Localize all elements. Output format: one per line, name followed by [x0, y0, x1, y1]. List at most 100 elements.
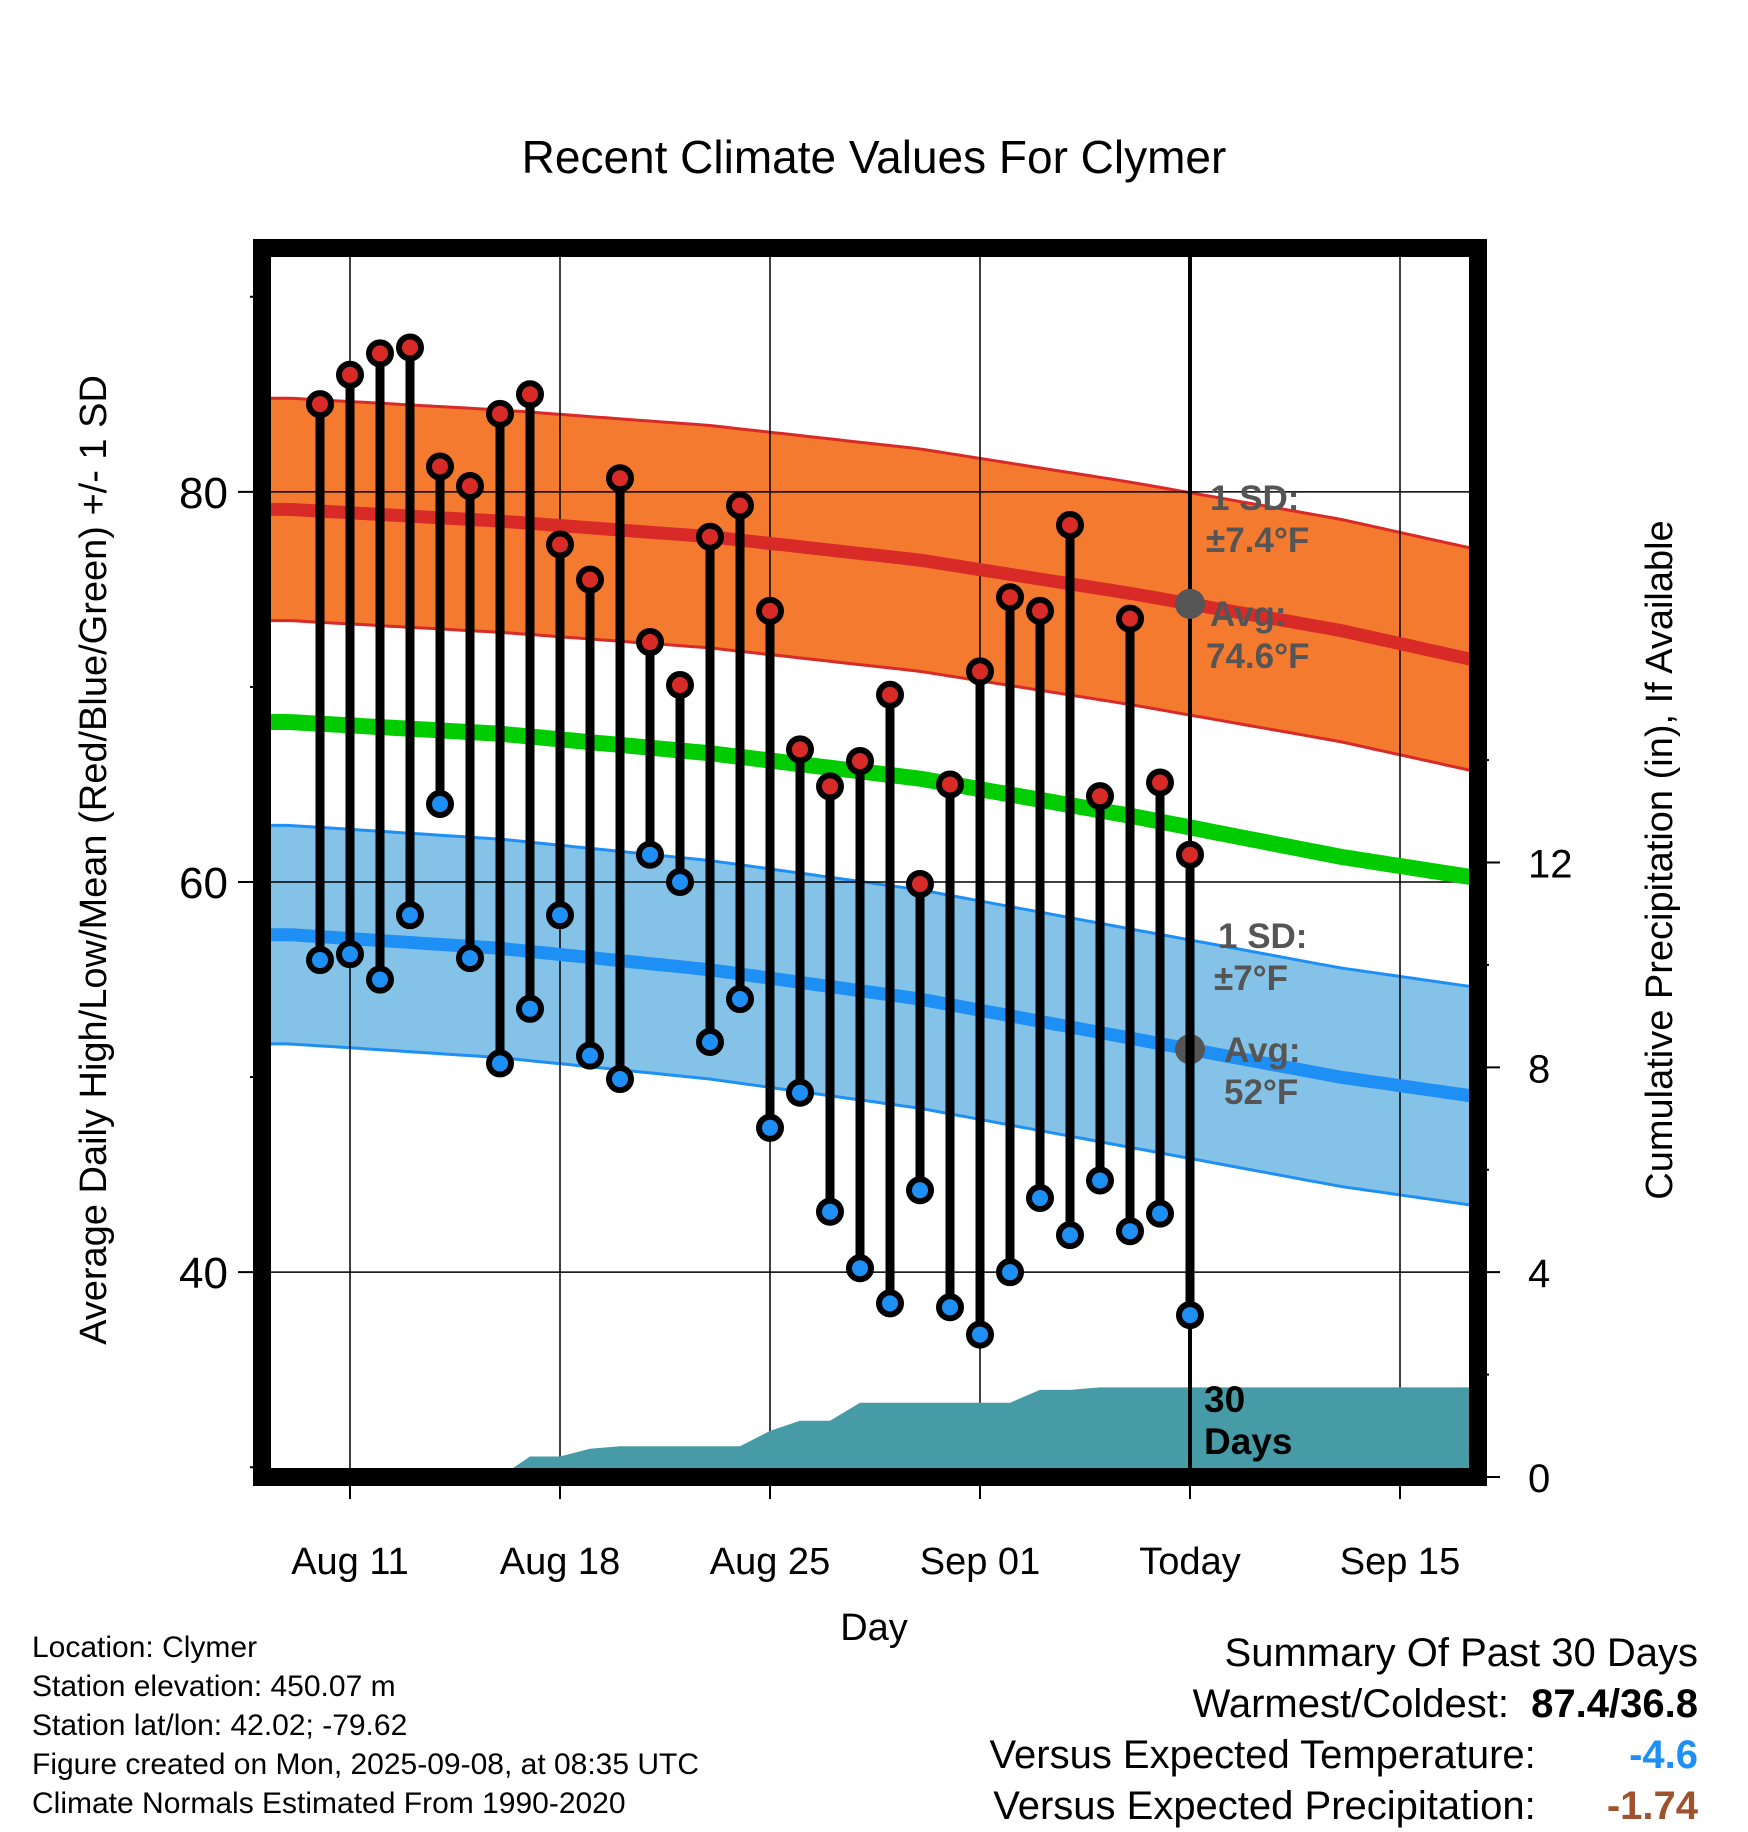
- daily-high-point: [666, 670, 694, 699]
- normals-text: Climate Normals Estimated From 1990-2020: [32, 1787, 626, 1820]
- daily-low-point: [1176, 1301, 1204, 1330]
- chart-title: Recent Climate Values For Clymer: [522, 131, 1227, 183]
- daily-low-point: [576, 1041, 604, 1070]
- x-axis-label: Day: [840, 1607, 908, 1649]
- daily-low-point: [366, 965, 394, 994]
- summary-panel: Summary Of Past 30 Days Warmest/Coldest:…: [990, 1628, 1698, 1832]
- daily-high-point: [576, 565, 604, 594]
- low-avg-value: 52°F: [1224, 1073, 1298, 1112]
- high-sd-upper-edge: [262, 396, 1478, 552]
- daily-low-point: [726, 985, 754, 1014]
- daily-low-point: [336, 940, 364, 969]
- x-tick-label: Aug 25: [710, 1541, 830, 1583]
- daily-low-point: [846, 1254, 874, 1283]
- daily-low-point: [606, 1065, 634, 1094]
- y2-tick-label: 12: [1528, 843, 1573, 887]
- precip-area: [262, 1387, 1478, 1477]
- daily-high-point: [816, 772, 844, 801]
- daily-high-point: [396, 333, 424, 362]
- daily-high-point: [486, 399, 514, 428]
- daily-high-point: [1086, 782, 1114, 811]
- days-label-number: 30: [1204, 1379, 1245, 1420]
- summary-temp-value: -4.6: [1629, 1733, 1698, 1777]
- daily-low-point: [786, 1078, 814, 1107]
- daily-high-point: [1176, 840, 1204, 869]
- daily-low-point: [456, 944, 484, 973]
- daily-high-point: [306, 390, 334, 419]
- x-tick-label: Today: [1139, 1541, 1240, 1583]
- daily-low-point: [636, 840, 664, 869]
- daily-low-point: [426, 789, 454, 818]
- daily-high-point: [366, 339, 394, 368]
- high-sd-value: ±7.4°F: [1206, 521, 1309, 560]
- daily-low-point: [1086, 1166, 1114, 1195]
- daily-high-point: [426, 452, 454, 481]
- daily-high-point: [846, 747, 874, 776]
- daily-low-point: [876, 1289, 904, 1318]
- y-tick-label: 60: [179, 859, 228, 908]
- summary-precip-value: -1.74: [1606, 1784, 1698, 1828]
- low-avg-label: Avg:: [1224, 1031, 1300, 1070]
- summary-temp-row: Versus Expected Temperature: -4.6: [990, 1730, 1698, 1781]
- summary-warm-value: 87.4/36.8: [1531, 1682, 1698, 1726]
- daily-high-point: [546, 530, 574, 559]
- high-avg-label: Avg:: [1210, 595, 1286, 634]
- station-info: Location: Clymer Station elevation: 450.…: [32, 1628, 699, 1823]
- daily-high-point: [636, 628, 664, 657]
- daily-low-point: [756, 1113, 784, 1142]
- low-sd-value: ±7°F: [1214, 959, 1288, 998]
- daily-high-point: [876, 680, 904, 709]
- summary-warm-row: Warmest/Coldest: 87.4/36.8: [990, 1679, 1698, 1730]
- daily-low-point: [816, 1197, 844, 1226]
- summary-warm-label: Warmest/Coldest:: [1192, 1682, 1509, 1726]
- daily-low-point: [1056, 1221, 1084, 1250]
- daily-low-point: [966, 1320, 994, 1349]
- x-tick-label: Aug 11: [291, 1541, 409, 1583]
- x-tick-label: Sep 01: [920, 1541, 1040, 1583]
- days-label-text: Days: [1204, 1421, 1292, 1462]
- daily-high-point: [1146, 768, 1174, 797]
- latlon-text: Station lat/lon: 42.02; -79.62: [32, 1709, 408, 1742]
- elevation-text: Station elevation: 450.07 m: [32, 1670, 396, 1703]
- high-avg-value: 74.6°F: [1206, 637, 1310, 676]
- y-tick-label: 40: [179, 1249, 228, 1298]
- daily-high-point: [696, 522, 724, 551]
- low-sd-upper-edge: [262, 823, 1478, 990]
- daily-low-point: [486, 1049, 514, 1078]
- daily-high-point: [966, 657, 994, 686]
- summary-precip-row: Versus Expected Precipitation: -1.74: [990, 1781, 1698, 1832]
- daily-high-point: [1026, 596, 1054, 625]
- daily-low-point: [1146, 1199, 1174, 1228]
- avg-high-line: [262, 502, 1478, 668]
- daily-high-point: [336, 360, 364, 389]
- today-high-marker: [1175, 588, 1205, 619]
- daily-high-point: [1116, 604, 1144, 633]
- y2-tick-label: 0: [1528, 1457, 1550, 1501]
- daily-low-point: [1026, 1184, 1054, 1213]
- daily-high-point: [906, 869, 934, 898]
- daily-high-point: [786, 735, 814, 764]
- y-tick-label: 80: [179, 469, 228, 518]
- daily-high-point: [936, 770, 964, 799]
- daily-high-point: [516, 380, 544, 409]
- daily-high-point: [456, 471, 484, 500]
- plot-frame: [253, 239, 1487, 1486]
- daily-low-point: [546, 901, 574, 930]
- y2-tick-label: 4: [1528, 1252, 1550, 1296]
- daily-low-point: [666, 868, 694, 897]
- low-sd-lower-edge: [262, 1042, 1478, 1208]
- x-tick-label: Sep 15: [1340, 1541, 1460, 1583]
- x-tick-label: Aug 18: [500, 1541, 620, 1583]
- summary-temp-label: Versus Expected Temperature:: [989, 1733, 1536, 1777]
- daily-high-point: [606, 464, 634, 493]
- daily-low-point: [306, 946, 334, 975]
- high-sd-lower-edge: [262, 619, 1478, 774]
- daily-high-point: [1056, 511, 1084, 540]
- summary-title: Summary Of Past 30 Days: [1224, 1631, 1698, 1675]
- daily-low-point: [996, 1258, 1024, 1287]
- summary-precip-label: Versus Expected Precipitation:: [993, 1784, 1536, 1828]
- daily-low-point: [516, 994, 544, 1023]
- daily-high-point: [996, 583, 1024, 612]
- created-text: Figure created on Mon, 2025-09-08, at 08…: [32, 1748, 700, 1781]
